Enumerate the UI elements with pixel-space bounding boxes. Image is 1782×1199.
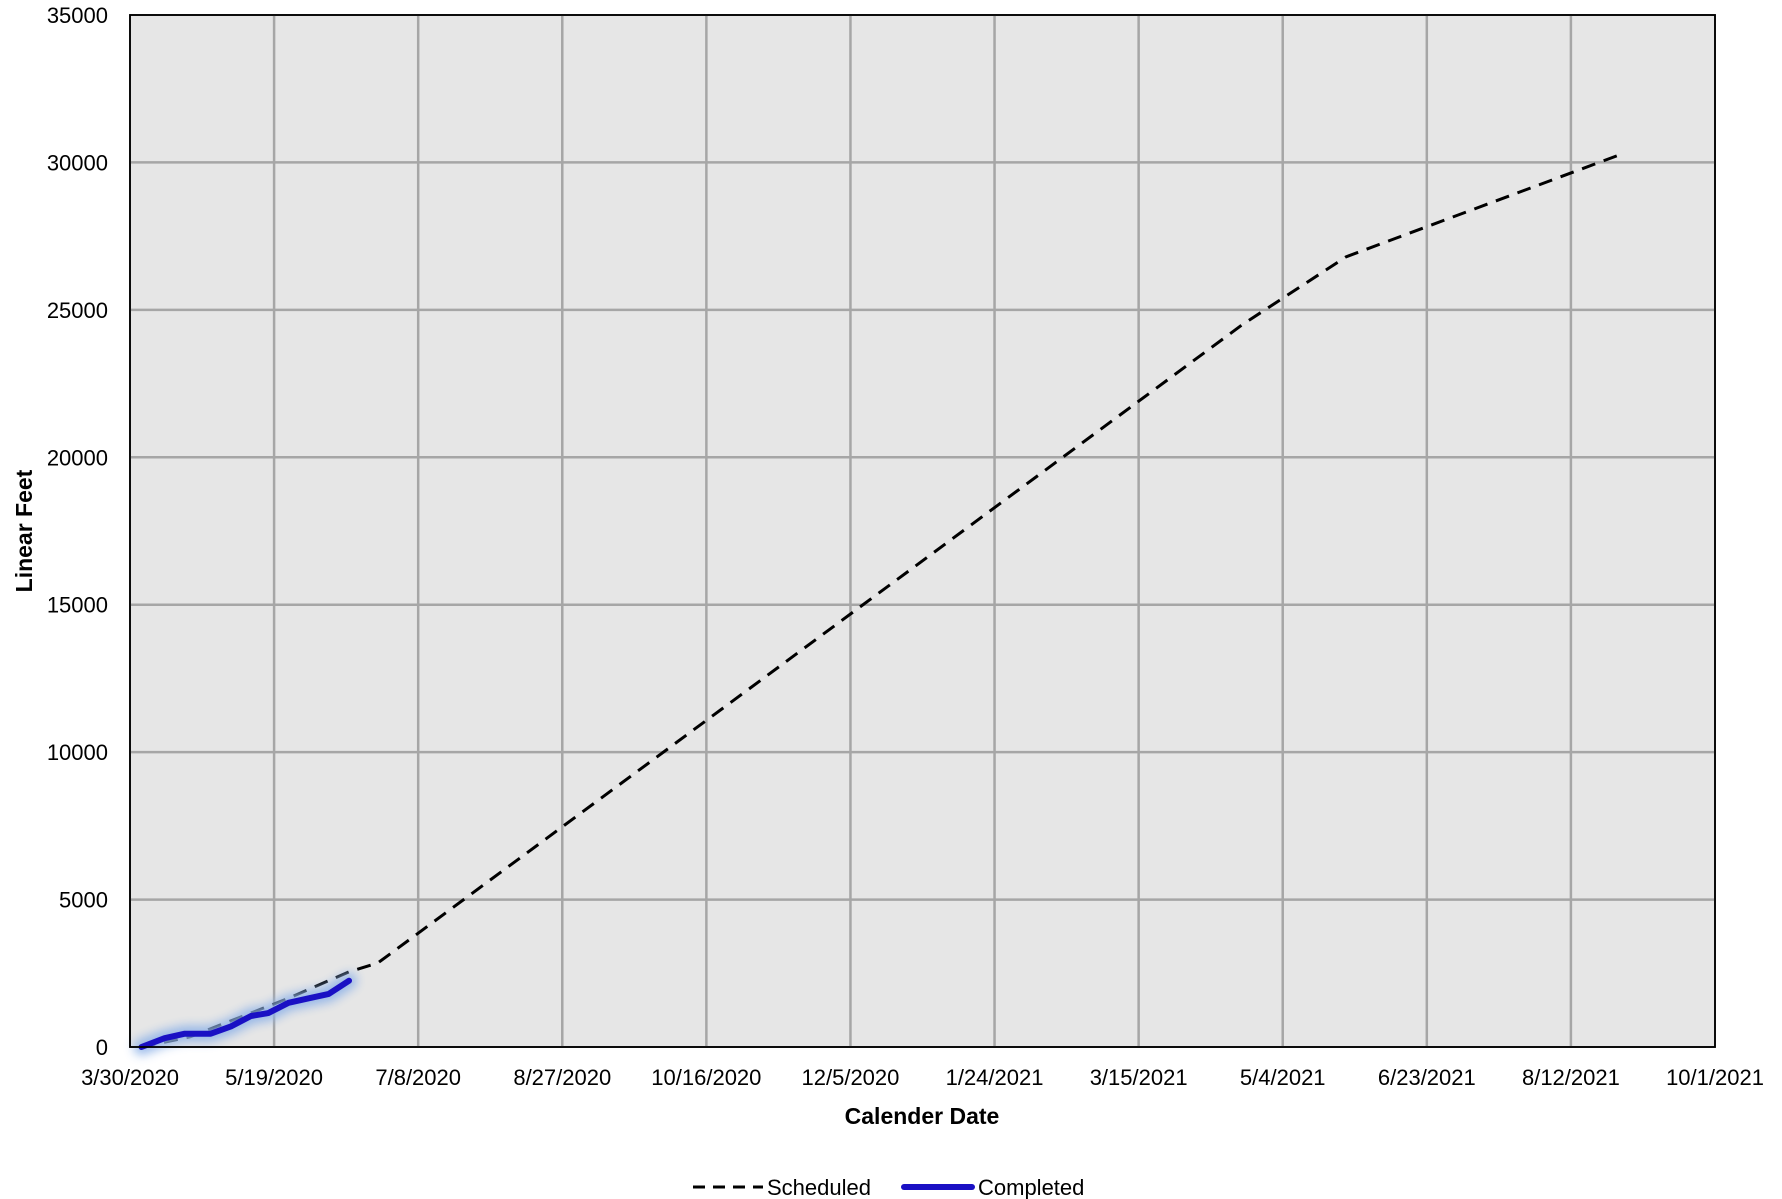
x-tick-label: 3/30/2020 — [81, 1065, 179, 1090]
legend: Scheduled Completed — [693, 1175, 1084, 1199]
x-tick-label: 12/5/2020 — [802, 1065, 900, 1090]
y-tick-label: 35000 — [47, 3, 108, 28]
x-tick-label: 5/4/2021 — [1240, 1065, 1326, 1090]
y-tick-label: 30000 — [47, 150, 108, 175]
y-tick-label: 0 — [96, 1035, 108, 1060]
x-tick-label: 7/8/2020 — [375, 1065, 461, 1090]
y-tick-label: 20000 — [47, 445, 108, 470]
x-tick-label: 3/15/2021 — [1090, 1065, 1188, 1090]
y-tick-label: 5000 — [59, 888, 108, 913]
x-tick-label: 8/27/2020 — [513, 1065, 611, 1090]
legend-completed-label: Completed — [978, 1175, 1084, 1199]
y-tick-label: 25000 — [47, 298, 108, 323]
x-axis-ticks: 3/30/2020 5/19/2020 7/8/2020 8/27/2020 10/16… — [81, 1065, 1764, 1090]
plot-border — [129, 14, 1716, 1048]
x-tick-label: 5/19/2020 — [225, 1065, 323, 1090]
series-line-completed — [138, 977, 352, 1050]
x-tick-label: 10/1/2021 — [1666, 1065, 1764, 1090]
x-tick-label: 6/23/2021 — [1378, 1065, 1476, 1090]
gridlines — [130, 15, 1715, 1047]
plot-area — [129, 14, 1716, 1048]
series-line-scheduled — [141, 152, 1624, 1049]
x-axis-title: Calender Date — [845, 1103, 1000, 1129]
y-tick-label: 15000 — [47, 593, 108, 618]
series-layer — [133, 152, 1624, 1055]
x-tick-label: 10/16/2020 — [651, 1065, 761, 1090]
y-axis-title: Linear Feet — [11, 469, 37, 592]
y-tick-label: 10000 — [47, 740, 108, 765]
legend-scheduled-label: Scheduled — [767, 1175, 871, 1199]
x-tick-label: 1/24/2021 — [946, 1065, 1044, 1090]
y-axis-ticks: 0 5000 10000 15000 20000 25000 30000 35000 — [47, 3, 108, 1060]
x-tick-label: 8/12/2021 — [1522, 1065, 1620, 1090]
